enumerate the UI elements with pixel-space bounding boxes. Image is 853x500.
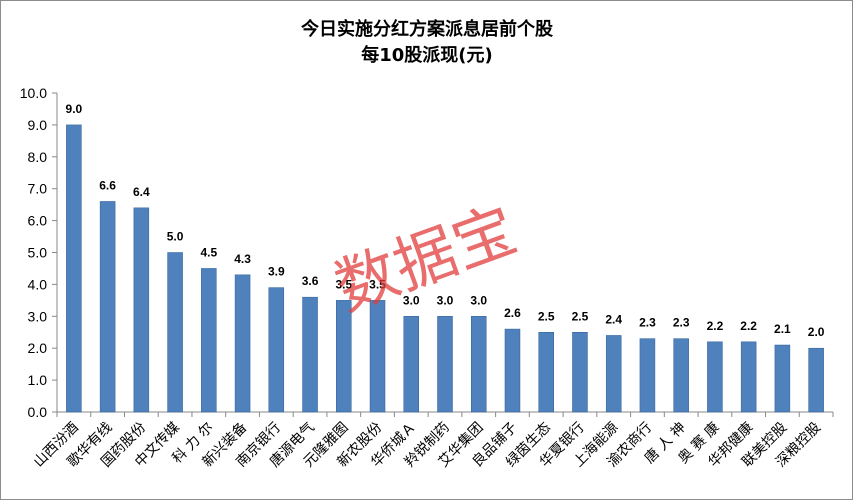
bar: [66, 124, 82, 413]
data-label: 3.0: [470, 293, 487, 307]
bar: [369, 300, 386, 413]
bar: [268, 287, 285, 413]
bar: [470, 316, 487, 413]
bar: [808, 347, 824, 413]
data-labels: 9.0 6.6 6.4 5.0 4.5 4.3 3.9 3.6 3.5 3.5 3.0 3.0 3.0 2…: [66, 102, 825, 339]
data-label: 4.3: [234, 252, 251, 266]
data-label: 2.5: [572, 309, 589, 323]
data-label: 6.4: [133, 185, 150, 199]
chart-title: 今日实施分红方案派息居前个股: [301, 18, 554, 40]
data-label: 2.0: [808, 325, 825, 339]
bar: [403, 316, 420, 413]
data-label: 2.3: [639, 316, 656, 330]
y-tick-label: 3.0: [28, 308, 48, 324]
watermark: 数据宝: [326, 193, 526, 325]
data-label: 2.4: [605, 312, 622, 326]
data-label: 6.6: [99, 178, 116, 192]
bar: [437, 316, 453, 413]
data-label: 3.0: [403, 293, 420, 307]
bar: [707, 341, 723, 413]
data-label: 2.2: [740, 319, 757, 333]
bar: [234, 274, 251, 413]
data-label: 3.5: [369, 277, 386, 291]
y-tick-label: 5.0: [28, 245, 48, 261]
y-tick-label: 6.0: [28, 213, 48, 229]
bar: [572, 332, 588, 413]
data-label: 5.0: [167, 230, 184, 244]
data-label: 2.1: [774, 322, 791, 336]
bars: [66, 124, 824, 413]
y-tick-label: 7.0: [28, 181, 48, 197]
data-label: 3.6: [302, 274, 319, 288]
bar: [504, 328, 521, 413]
data-label: 2.6: [504, 306, 521, 320]
data-label: 4.5: [200, 245, 217, 259]
y-tick-label: 9.0: [28, 117, 48, 133]
bar: [336, 300, 352, 413]
data-label: 2.2: [707, 319, 724, 333]
bar: [99, 201, 116, 413]
axes: 0.0 1.0 2.0 3.0 4.0 5.0 6.0 7.0 8.0 9.0 10.0: [20, 85, 834, 420]
data-label: 2.5: [538, 309, 555, 323]
y-tick-label: 0.0: [28, 404, 48, 420]
chart-subtitle: 每10股派现(元): [361, 44, 493, 66]
bar: [639, 338, 656, 413]
bar: [774, 344, 791, 413]
bar: [673, 338, 689, 413]
bar: [605, 335, 622, 413]
data-label: 3.9: [268, 265, 285, 279]
y-tick-label: 2.0: [28, 340, 48, 356]
y-tick-label: 4.0: [28, 276, 48, 292]
bar: [167, 252, 183, 413]
bar: [538, 332, 554, 413]
y-tick-label: 8.0: [28, 149, 48, 165]
data-label: 9.0: [66, 102, 83, 116]
bar: [302, 296, 318, 413]
bar: [201, 268, 217, 413]
bar: [133, 207, 150, 413]
data-label: 2.3: [673, 316, 690, 330]
data-label: 3.0: [437, 293, 454, 307]
y-tick-label: 10.0: [20, 85, 47, 101]
bar: [740, 341, 757, 413]
data-label: 3.5: [335, 277, 352, 291]
y-tick-label: 1.0: [28, 372, 48, 388]
